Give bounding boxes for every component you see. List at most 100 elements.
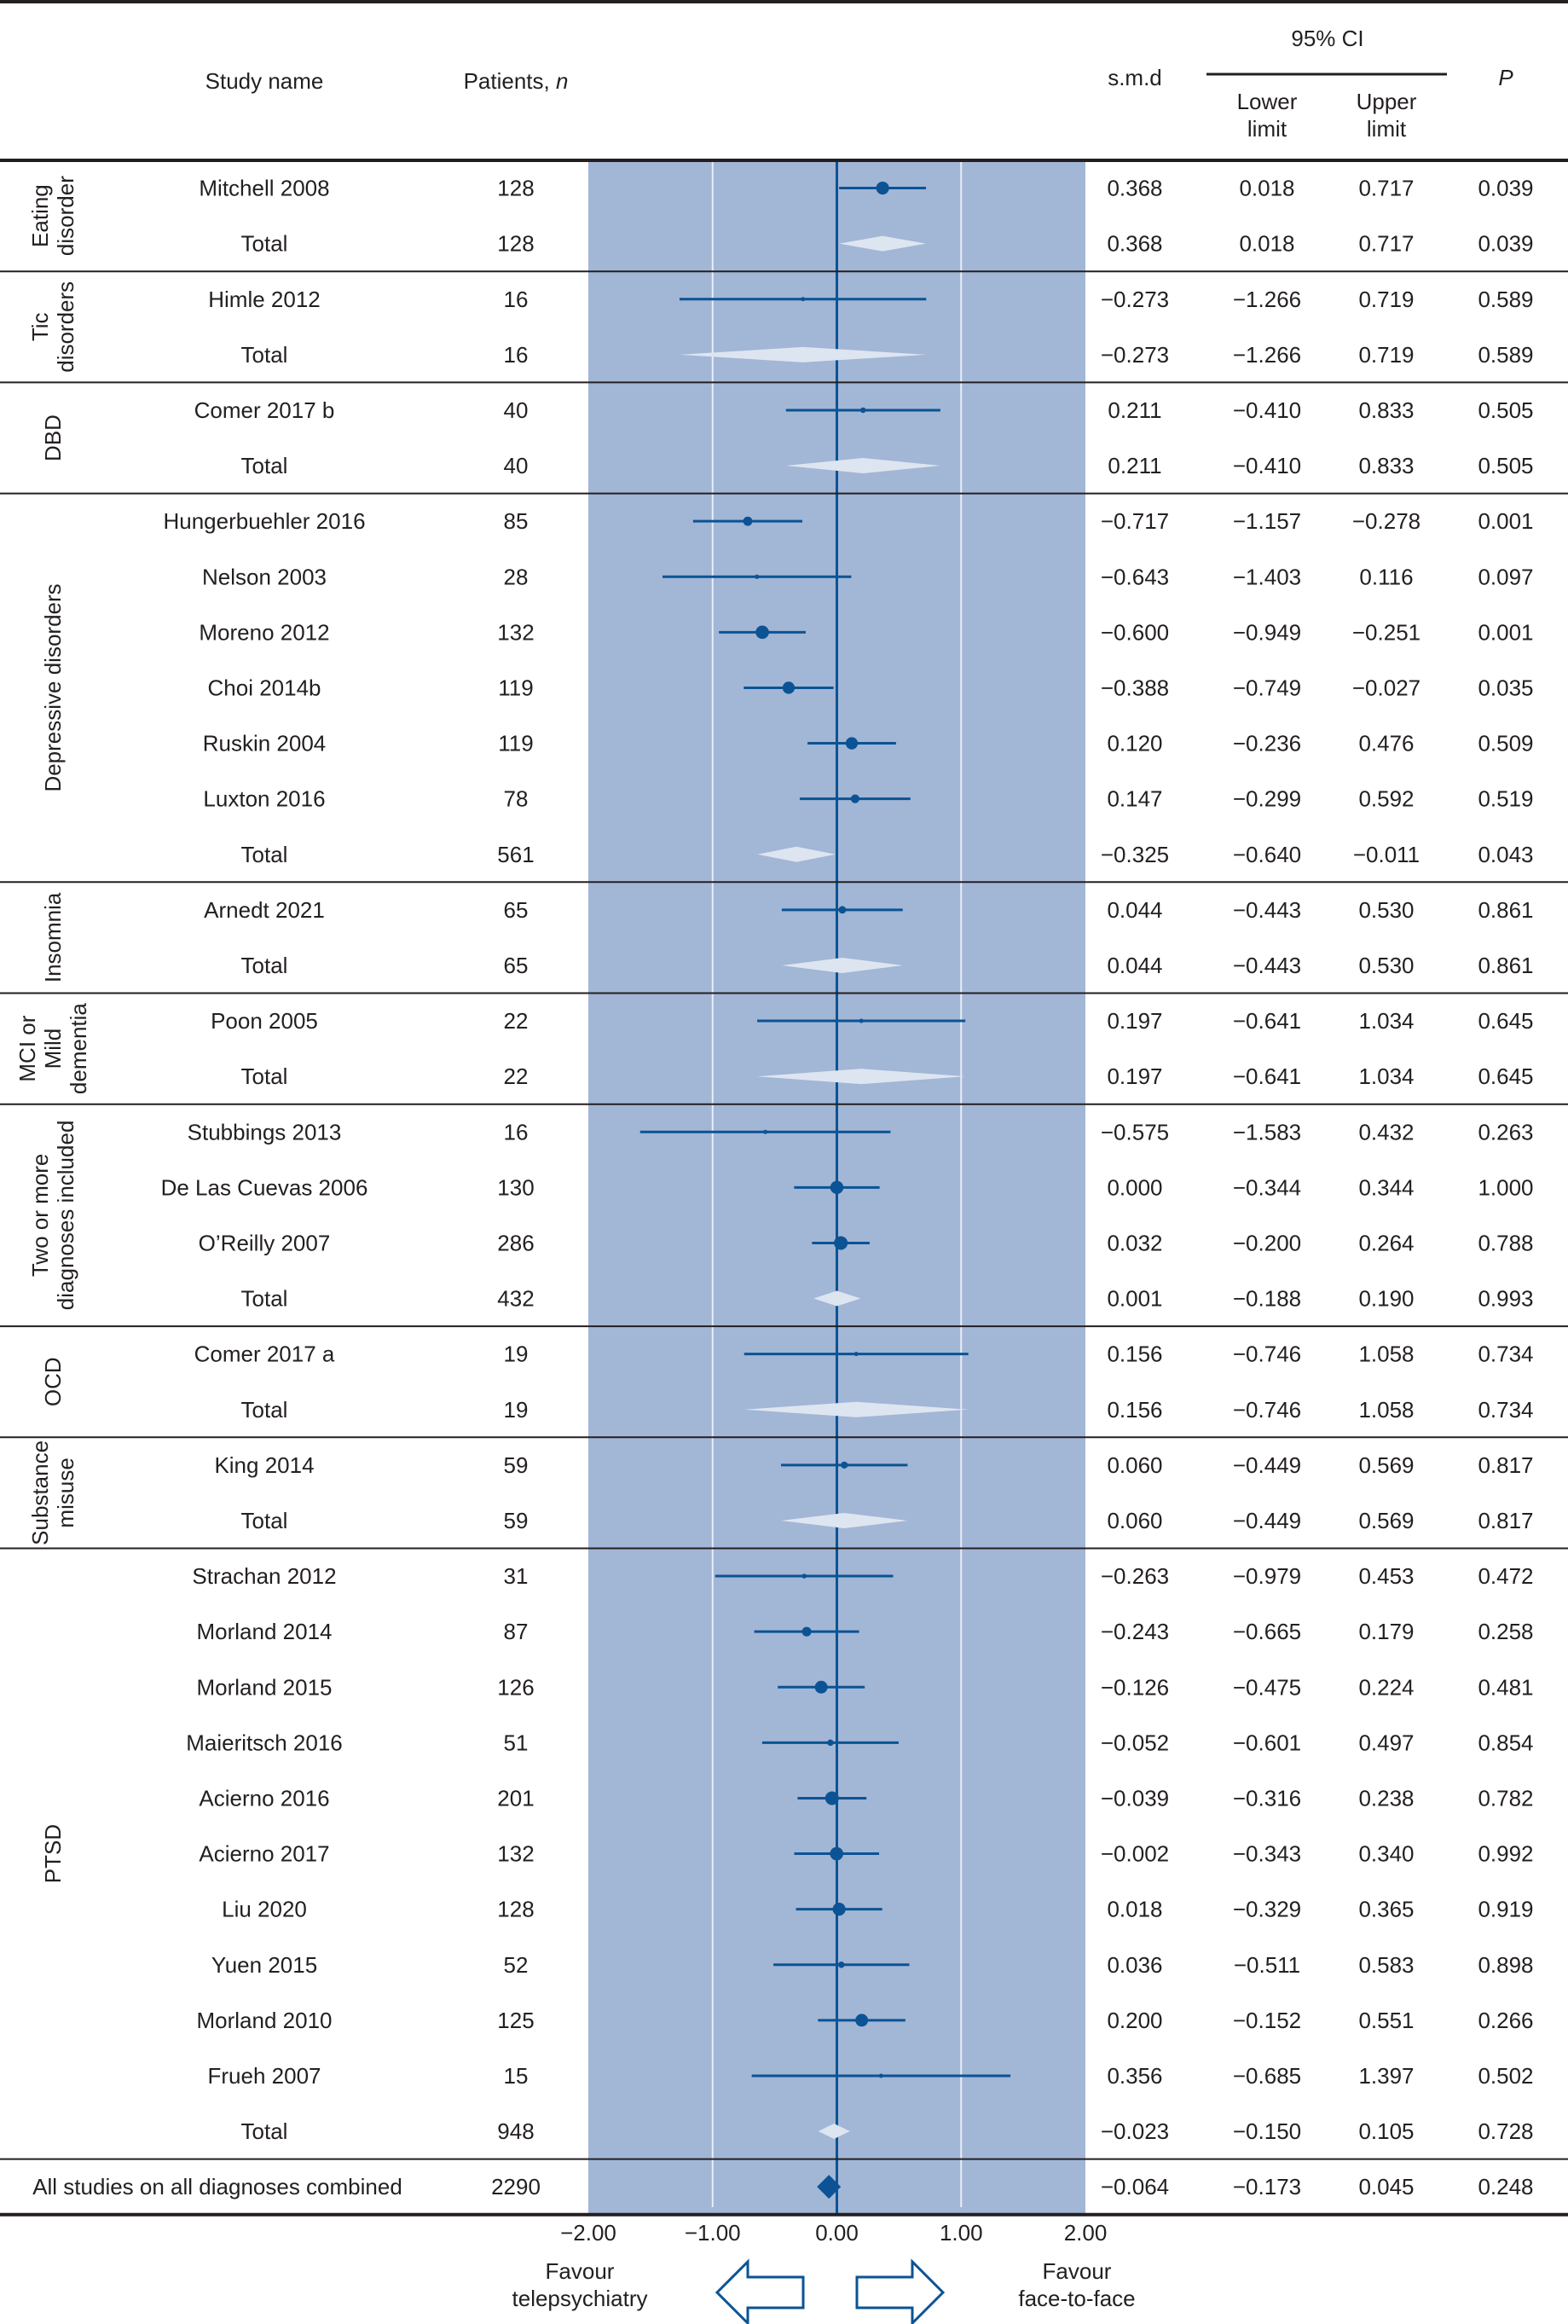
p-value: 0.502 <box>1478 2063 1533 2089</box>
p-value: 0.645 <box>1478 1008 1533 1034</box>
subtotal-row: Total 19 0.156 −0.746 1.058 0.734 <box>241 1397 1534 1423</box>
study-row: Yuen 2015 52 0.036 −0.511 0.583 0.898 <box>211 1952 1534 1978</box>
study-name: De Las Cuevas 2006 <box>161 1174 368 1200</box>
group-label-line: Eating <box>27 184 53 247</box>
table-header: Study name Patients, n s.m.d 95% CI Lowe… <box>0 0 1568 142</box>
p-value: 0.861 <box>1478 953 1533 978</box>
lower-limit: −0.641 <box>1233 1008 1301 1034</box>
lower-limit: −0.640 <box>1233 842 1301 867</box>
patients-n: 40 <box>504 397 529 423</box>
group-label-line: MCI or <box>14 1015 40 1081</box>
patients-n: 15 <box>504 2063 529 2089</box>
p-value: 0.734 <box>1478 1397 1533 1423</box>
lower-limit: −0.511 <box>1234 1952 1300 1978</box>
subtotal-diamond <box>781 1512 908 1528</box>
smd-value: 0.368 <box>1107 176 1162 201</box>
smd-value: −0.717 <box>1101 508 1169 534</box>
study-row: O’Reilly 2007 286 0.032 −0.200 0.264 0.788 <box>199 1230 1534 1255</box>
group-label-line: misuse <box>53 1458 78 1527</box>
group-label: DBD <box>40 414 66 461</box>
smd-value: 0.000 <box>1107 1174 1162 1200</box>
patients-n: 132 <box>497 619 534 645</box>
upper-limit: 0.497 <box>1358 1730 1414 1755</box>
smd-value: −0.575 <box>1101 1119 1169 1145</box>
subtotal-row: Total 432 0.001 −0.188 0.190 0.993 <box>241 1286 1534 1312</box>
study-name: Total <box>241 1286 288 1312</box>
study-row: Comer 2017 a 19 0.156 −0.746 1.058 0.734 <box>194 1342 1534 1367</box>
study-row: King 2014 59 0.060 −0.449 0.569 0.817 <box>214 1452 1533 1478</box>
lower-limit: −0.410 <box>1233 453 1301 478</box>
study-name: Hungerbuehler 2016 <box>163 508 365 534</box>
smd-value: 0.211 <box>1108 397 1161 423</box>
p-value: 0.788 <box>1478 1230 1533 1255</box>
study-name: Maieritsch 2016 <box>186 1730 343 1755</box>
p-value: 0.589 <box>1478 342 1533 368</box>
patients-n: 31 <box>504 1563 529 1589</box>
upper-limit: 0.190 <box>1358 1286 1414 1312</box>
patients-n: 22 <box>504 1063 529 1089</box>
header-study-name: Study name <box>205 68 324 94</box>
study-name: Stubbings 2013 <box>188 1119 342 1145</box>
study-name: Comer 2017 a <box>194 1342 335 1367</box>
study-name: Luxton 2016 <box>203 786 325 812</box>
p-value: 0.481 <box>1478 1674 1533 1700</box>
p-value: 0.519 <box>1478 786 1533 812</box>
effect-marker <box>755 625 769 640</box>
p-value: 0.993 <box>1478 1286 1533 1312</box>
effect-marker <box>827 1739 834 1747</box>
subtotal-row: Total 40 0.211 −0.410 0.833 0.505 <box>241 453 1534 478</box>
lower-limit: −0.665 <box>1233 1619 1301 1644</box>
effect-marker <box>853 1352 859 1357</box>
effect-marker <box>830 1180 844 1195</box>
study-name: All studies on all diagnoses combined <box>32 2174 402 2199</box>
upper-limit: −0.251 <box>1352 619 1420 645</box>
group-label-line: Tic <box>27 312 53 341</box>
lower-limit: −0.449 <box>1233 1508 1301 1533</box>
p-value: 0.043 <box>1478 842 1533 867</box>
upper-limit: 0.453 <box>1358 1563 1414 1589</box>
smd-value: −0.325 <box>1101 842 1169 867</box>
study-row: Moreno 2012 132 −0.600 −0.949 −0.251 0.001 <box>199 619 1533 645</box>
p-value: 0.861 <box>1478 897 1533 923</box>
x-axis: −2.00 −1.00 0.00 1.00 2.00 <box>560 2220 1107 2246</box>
study-name: King 2014 <box>214 1452 314 1478</box>
study-row: De Las Cuevas 2006 130 0.000 −0.344 0.344 1.0… <box>161 1174 1534 1200</box>
group-label: Tic disorders <box>27 281 78 373</box>
lower-limit: −0.152 <box>1233 2008 1301 2033</box>
study-name: Choi 2014b <box>208 675 321 700</box>
study-name: Total <box>241 1508 288 1533</box>
group-label: PTSD <box>40 1824 66 1883</box>
smd-value: 0.044 <box>1107 953 1162 978</box>
group-label: Two or more diagnoses included <box>27 1121 78 1311</box>
smd-value: 0.197 <box>1107 1063 1162 1089</box>
patients-n: 119 <box>498 675 533 700</box>
p-value: 0.001 <box>1478 619 1533 645</box>
header-upper-1: Upper <box>1357 89 1417 114</box>
patients-n: 126 <box>497 1674 534 1700</box>
patients-n: 87 <box>504 1619 529 1644</box>
study-row: Nelson 2003 28 −0.643 −1.403 0.116 0.097 <box>202 564 1534 589</box>
p-value: 0.854 <box>1478 1730 1533 1755</box>
smd-value: −0.600 <box>1101 619 1169 645</box>
upper-limit: 1.397 <box>1358 2063 1414 2089</box>
p-value: 0.248 <box>1478 2174 1533 2199</box>
patients-n: 132 <box>497 1841 534 1867</box>
group-label: MCI or Mild dementia <box>14 1003 91 1094</box>
effect-marker <box>801 1573 807 1579</box>
group-label-line: Depressive disorders <box>40 583 66 791</box>
study-name: Mitchell 2008 <box>199 176 329 201</box>
upper-limit: 0.569 <box>1358 1508 1414 1533</box>
upper-limit: −0.011 <box>1353 842 1420 867</box>
upper-limit: 1.058 <box>1358 1342 1414 1367</box>
p-value: 0.782 <box>1478 1785 1533 1811</box>
upper-limit: 0.530 <box>1358 953 1414 978</box>
lower-limit: −0.316 <box>1233 1785 1301 1811</box>
study-name: Total <box>241 1397 288 1423</box>
patients-n: 51 <box>504 1730 529 1755</box>
study-row: Morland 2015 126 −0.126 −0.475 0.224 0.481 <box>197 1674 1534 1700</box>
effect-marker <box>825 1791 839 1805</box>
arrow-right-icon <box>855 2258 946 2324</box>
study-name: Arnedt 2021 <box>204 897 325 923</box>
upper-limit: 0.717 <box>1358 231 1414 257</box>
